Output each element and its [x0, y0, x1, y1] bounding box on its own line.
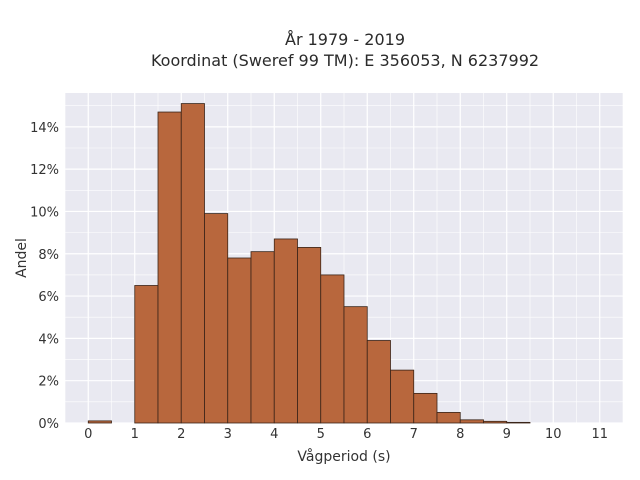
x-tick-label: 6 — [363, 427, 371, 442]
x-tick-label: 0 — [84, 427, 92, 442]
histogram-bar — [157, 111, 182, 424]
histogram-bar — [204, 213, 229, 424]
bars — [87, 103, 531, 424]
x-tick-label: 2 — [177, 427, 185, 442]
x-tick-label: 7 — [410, 427, 418, 442]
histogram-bar — [483, 420, 508, 424]
x-tick-label: 10 — [545, 427, 562, 442]
x-tick-label: 11 — [591, 427, 608, 442]
histogram-bar — [250, 251, 275, 424]
x-tick-label: 4 — [270, 427, 278, 442]
y-tick-label: 2% — [38, 375, 59, 390]
histogram-bar — [320, 274, 345, 424]
histogram-bar — [366, 340, 391, 424]
chart-title-line2: Koordinat (Sweref 99 TM): E 356053, N 62… — [151, 51, 539, 70]
histogram-bar — [413, 392, 438, 424]
y-axis-ticks: 0% 2% 4% 6% 8% 10% 12% 14% — [30, 121, 59, 432]
histogram-bar — [459, 419, 484, 424]
x-tick-label: 9 — [503, 427, 511, 442]
histogram-bar — [436, 412, 461, 424]
x-tick-label: 5 — [317, 427, 325, 442]
y-tick-label: 6% — [38, 290, 59, 305]
x-axis-label: Vågperiod (s) — [297, 448, 390, 465]
histogram-bar — [180, 103, 205, 424]
histogram-bar — [297, 247, 322, 424]
histogram-bar — [506, 421, 531, 424]
y-tick-label: 14% — [30, 121, 59, 136]
y-tick-label: 4% — [38, 332, 59, 347]
x-tick-label: 3 — [224, 427, 232, 442]
x-tick-label: 1 — [131, 427, 139, 442]
histogram-bar — [227, 257, 252, 424]
x-tick-label: 8 — [456, 427, 464, 442]
chart-title-line1: År 1979 - 2019 — [285, 30, 405, 49]
histogram-bar — [87, 420, 112, 424]
y-tick-label: 12% — [30, 163, 59, 178]
histogram-bar — [134, 285, 159, 424]
y-tick-label: 8% — [38, 248, 59, 263]
histogram-bar — [343, 306, 368, 424]
histogram-bar — [273, 238, 298, 424]
y-tick-label: 10% — [30, 205, 59, 220]
histogram-bar — [390, 369, 415, 424]
y-axis-label: Andel — [14, 238, 30, 278]
y-tick-label: 0% — [38, 417, 59, 432]
x-axis-ticks: 0 1 2 3 4 5 6 7 8 9 10 11 — [84, 427, 608, 442]
